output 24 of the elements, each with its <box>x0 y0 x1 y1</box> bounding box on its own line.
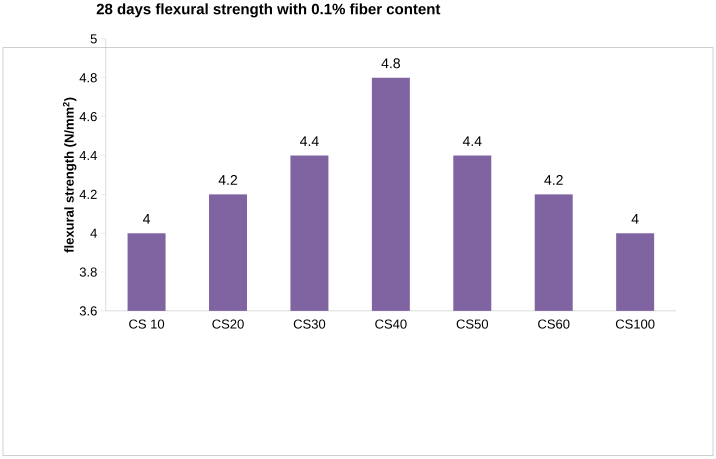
y-tick-label: 4.2 <box>80 190 97 200</box>
x-tick-label: CS60 <box>538 320 570 329</box>
data-label: 4.2 <box>544 175 563 186</box>
y-tick-label: 4.4 <box>80 151 97 160</box>
x-tick-label: CS40 <box>375 320 407 329</box>
x-tick-label: CS 10 <box>129 320 164 329</box>
chart-title: 28 days flexural strength with 0.1% fiber content <box>96 4 440 18</box>
x-tick-label: CS50 <box>456 320 488 329</box>
x-tick-label: CS100 <box>616 320 655 329</box>
y-axis-title: flexural strength (N/mm$^{2}$) <box>62 98 76 253</box>
data-label: 4 <box>632 214 639 224</box>
data-label: 4 <box>142 214 150 224</box>
y-tick-label: 4.8 <box>80 73 97 83</box>
data-label: 4.4 <box>300 136 319 146</box>
y-tick-label: 4.6 <box>80 112 97 122</box>
data-label: 4.8 <box>381 58 400 68</box>
y-tick-label: 4 <box>90 228 97 238</box>
y-tick-label: 3.8 <box>80 268 97 277</box>
data-label: 4.2 <box>218 175 238 186</box>
y-tick-label: 5 <box>90 34 97 44</box>
y-tick-label: 3.6 <box>80 306 97 316</box>
data-label: 4.4 <box>462 136 482 146</box>
x-tick-label: CS20 <box>212 320 244 329</box>
x-tick-label: CS30 <box>294 320 326 329</box>
